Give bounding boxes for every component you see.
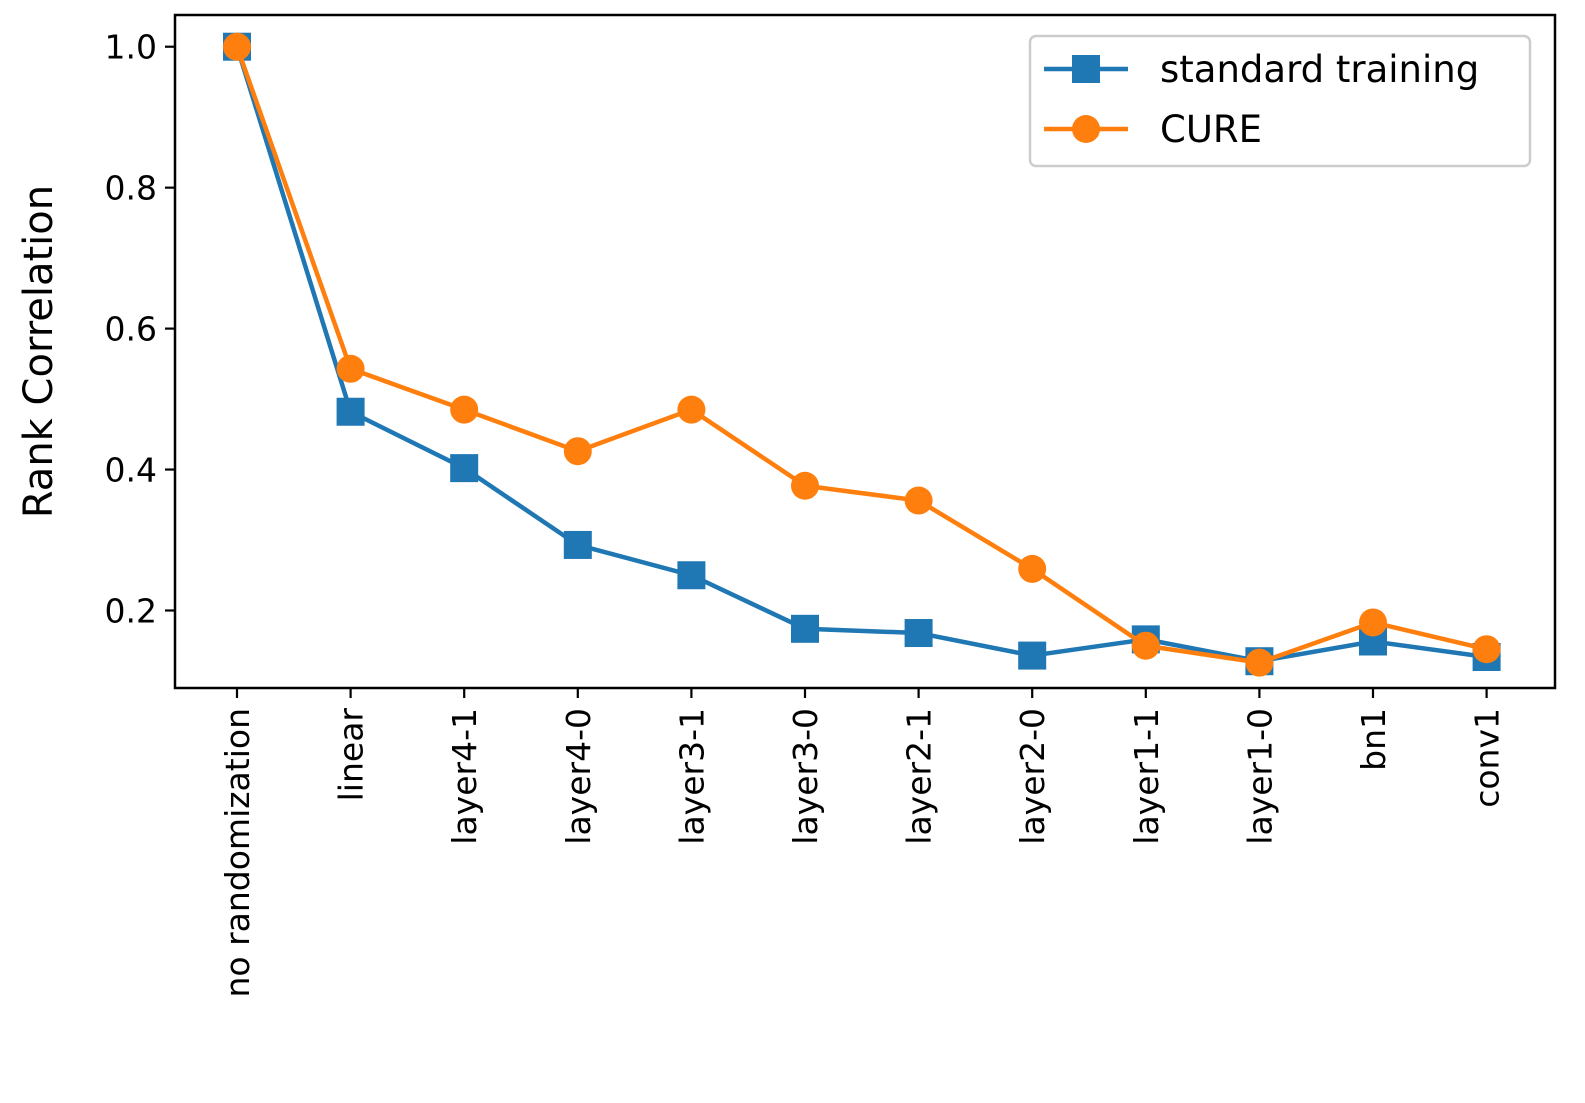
y-axis-ticks: 0.2 0.4 0.6 0.8 1.0 [105, 28, 175, 630]
data-point [223, 32, 251, 61]
x-tick-label: layer2-0 [1013, 708, 1052, 845]
data-point [677, 395, 706, 424]
x-tick-label: layer1-1 [1127, 708, 1166, 845]
data-point [1018, 554, 1047, 583]
data-point [1359, 608, 1387, 637]
legend-item: CURE [1044, 108, 1262, 151]
y-tick-label: 0.4 [105, 451, 157, 490]
x-axis-ticks: no randomization linear layer4-1 layer4-0 la… [218, 688, 1507, 998]
series-layer [223, 32, 1501, 677]
data-point [1245, 648, 1274, 677]
series-line [234, 45, 1488, 665]
data-point [450, 454, 479, 483]
data-point [336, 354, 365, 383]
data-point [677, 561, 706, 590]
legend-item: standard training [1044, 48, 1479, 91]
y-tick-label: 0.8 [105, 169, 157, 208]
legend-marker [1072, 115, 1100, 143]
x-tick-label: layer2-1 [900, 708, 939, 845]
data-point [904, 619, 933, 648]
x-tick-label: layer3-0 [786, 708, 825, 845]
data-point [791, 471, 819, 500]
data-point [1472, 635, 1501, 664]
data-point [904, 486, 933, 515]
data-point [336, 397, 365, 426]
x-tick-label: layer1-0 [1240, 708, 1279, 845]
data-point [563, 437, 592, 466]
x-tick-label: layer4-1 [445, 708, 484, 845]
plot-frame [173, 13, 1557, 690]
y-tick-label: 0.2 [105, 591, 157, 630]
legend-label: CURE [1160, 108, 1262, 151]
data-point [450, 395, 479, 424]
x-tick-label: conv1 [1468, 708, 1507, 808]
data-point [1018, 641, 1047, 670]
y-tick-label: 0.6 [105, 310, 157, 349]
x-tick-label: layer3-1 [672, 708, 711, 845]
data-point [791, 614, 819, 643]
legend-box [1028, 34, 1532, 168]
data-point [563, 530, 592, 559]
data-point [1131, 631, 1160, 660]
series-1 [223, 32, 1501, 677]
x-tick-label: layer4-0 [559, 708, 598, 845]
legend-marker [1072, 55, 1100, 83]
x-tick-label: bn1 [1354, 708, 1393, 771]
y-axis-title: Rank Correlation [16, 185, 62, 518]
x-tick-label: no randomization [218, 708, 257, 998]
legend-label: standard training [1160, 48, 1479, 91]
x-tick-label: linear [332, 708, 371, 802]
y-tick-label: 1.0 [105, 28, 157, 67]
legend: standard training CURE [1028, 34, 1532, 168]
